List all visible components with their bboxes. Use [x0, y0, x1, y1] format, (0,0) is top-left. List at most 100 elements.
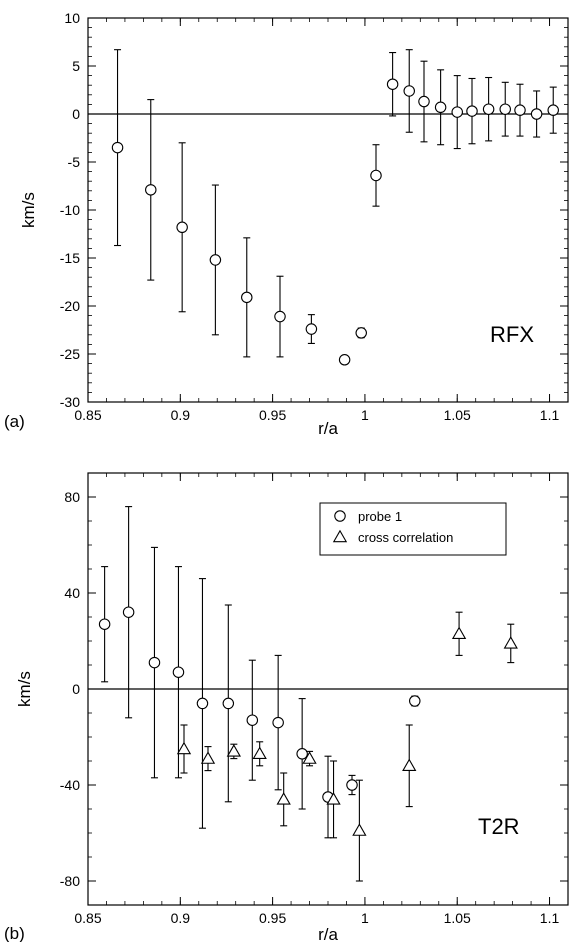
circle-marker	[305, 323, 318, 335]
data-point	[326, 760, 341, 839]
circle-marker	[514, 104, 526, 116]
y-tick-label: 5	[72, 58, 80, 74]
x-tick-label: 1.1	[540, 910, 560, 926]
circle-marker	[499, 103, 511, 115]
legend-box	[319, 502, 507, 556]
data-point	[252, 741, 267, 767]
circle-marker	[403, 85, 415, 97]
circle-marker	[148, 656, 161, 669]
circle-marker	[346, 779, 358, 791]
data-point	[296, 698, 308, 810]
y-tick-label: -10	[60, 202, 80, 218]
data-point	[200, 746, 216, 772]
x-tick-label: 0.95	[259, 910, 286, 926]
x-tick-label: 1	[361, 910, 369, 926]
y-tick-label: 10	[64, 10, 80, 26]
data-point	[530, 90, 543, 138]
y-tick-label: -40	[60, 777, 80, 793]
series-circles	[98, 506, 421, 839]
triangle-marker	[200, 751, 216, 764]
data-point	[547, 86, 559, 134]
circle-marker	[386, 78, 399, 90]
x-tick-label: 1.1	[540, 407, 560, 423]
circle-marker	[355, 327, 367, 339]
data-point	[409, 695, 421, 707]
circle-marker	[222, 697, 235, 710]
circle-marker	[111, 141, 124, 154]
triangle-marker	[332, 529, 348, 543]
circle-marker	[98, 618, 111, 630]
data-point	[272, 654, 284, 791]
triangle-marker	[352, 823, 367, 836]
data-point	[403, 49, 415, 133]
data-point	[402, 724, 417, 808]
circle-marker	[172, 666, 185, 678]
x-tick-label: 0.85	[74, 910, 101, 926]
series-triangles	[176, 611, 518, 882]
circle-marker	[547, 104, 559, 116]
data-point	[226, 743, 241, 760]
y-tick-label: -25	[60, 346, 80, 362]
circle-marker	[530, 108, 543, 120]
chart-panel-a: 0.85 0.9 0.95 1 1.05 1.1 -30 -25 -20 -15 -10 -5 0 5 10…	[4, 10, 569, 438]
data-point	[176, 724, 192, 774]
circle-marker	[296, 748, 308, 760]
data-point	[274, 275, 286, 358]
x-tick-label: 1.05	[444, 910, 471, 926]
data-point	[302, 750, 317, 767]
data-point	[370, 144, 382, 207]
circle-marker	[145, 184, 157, 196]
data-point	[148, 546, 161, 779]
data-point	[352, 779, 367, 882]
x-tick-label: 0.9	[171, 407, 191, 423]
triangle-marker	[226, 744, 241, 757]
circle-marker	[338, 354, 351, 366]
circle-marker	[418, 95, 430, 108]
data-point	[176, 142, 188, 313]
data-point	[209, 184, 222, 336]
triangle-marker	[176, 741, 192, 755]
data-point	[514, 83, 526, 137]
data-point	[241, 237, 253, 358]
legend-entry: probe 1	[358, 509, 402, 524]
data-point	[172, 566, 185, 779]
data-point	[196, 578, 209, 829]
circle-marker	[370, 169, 382, 182]
data-point	[451, 611, 467, 656]
y-tick-label: 0	[72, 106, 80, 122]
legend-entry: cross correlation	[358, 530, 453, 545]
triangle-marker	[503, 636, 518, 649]
y-tick-label: 0	[72, 681, 80, 697]
data-point	[122, 506, 135, 719]
x-axis-label: r/a	[318, 925, 338, 942]
y-tick-label: -30	[60, 394, 80, 410]
data-point	[222, 604, 235, 803]
data-point	[386, 52, 399, 117]
device-annotation: T2R	[478, 814, 520, 839]
triangle-marker	[451, 626, 467, 640]
circle-marker	[274, 310, 286, 323]
data-point	[276, 772, 291, 827]
triangle-marker	[252, 746, 267, 760]
y-axis-label: km/s	[15, 671, 34, 707]
y-tick-label: 40	[64, 585, 80, 601]
y-tick-label: -20	[60, 298, 80, 314]
circle-marker	[241, 291, 253, 304]
x-axis-label: r/a	[318, 419, 338, 438]
chart-panel-b: 0.85 0.9 0.95 1 1.05 1.1 -80 -40 0 40 80 r/a km/s (b)…	[4, 472, 569, 942]
triangle-marker	[326, 792, 341, 805]
y-tick-label: -80	[60, 873, 80, 889]
data-point	[246, 659, 259, 781]
series-circles	[111, 49, 559, 366]
data-point	[305, 314, 318, 344]
y-tick-label: -5	[68, 154, 81, 170]
panel-label: (b)	[4, 924, 25, 942]
circle-marker	[272, 716, 284, 729]
circle-marker	[209, 254, 222, 266]
x-tick-label: 0.95	[259, 407, 286, 423]
data-point	[451, 75, 463, 150]
data-point	[418, 60, 430, 143]
circle-marker	[451, 106, 463, 118]
triangle-marker	[276, 792, 291, 805]
